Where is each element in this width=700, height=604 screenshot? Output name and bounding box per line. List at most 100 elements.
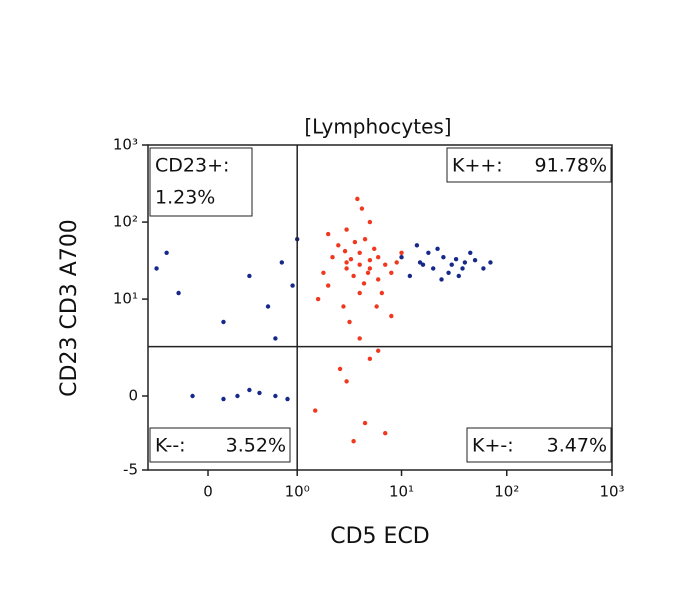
quadrant-value: 91.78% xyxy=(535,155,607,177)
point xyxy=(221,319,226,325)
point xyxy=(407,273,413,279)
y-tick-label: -5 xyxy=(123,461,138,479)
point xyxy=(351,273,356,279)
point xyxy=(357,262,362,267)
point xyxy=(341,304,346,309)
point xyxy=(375,277,381,282)
quadrant-name: K++: xyxy=(452,155,503,177)
point xyxy=(362,420,368,426)
point xyxy=(273,336,278,341)
y-tick-label: 10³ xyxy=(113,136,138,154)
point xyxy=(164,250,169,255)
point xyxy=(348,257,354,262)
plot-frame xyxy=(147,144,613,471)
label-box xyxy=(149,427,291,463)
point xyxy=(344,379,349,384)
point xyxy=(342,248,348,254)
point xyxy=(426,250,431,255)
point xyxy=(439,277,444,282)
gates xyxy=(148,145,612,470)
point xyxy=(472,258,478,263)
y-axis-label: CD23 CD3 A700 xyxy=(57,219,82,397)
point xyxy=(374,304,379,309)
point xyxy=(379,290,385,296)
x-tick-label: 10⁰ xyxy=(285,483,310,501)
quadrant-value: 3.47% xyxy=(547,435,607,457)
quadrant-name: K--: xyxy=(155,435,186,457)
point xyxy=(389,313,394,319)
quadrant-kpm: K+-: 3.47% xyxy=(466,427,612,463)
point xyxy=(357,250,362,255)
point xyxy=(336,243,341,248)
point xyxy=(273,393,278,399)
point xyxy=(417,260,423,265)
point xyxy=(361,281,367,286)
x-axis-label: CD5 ECD xyxy=(330,524,430,549)
point xyxy=(330,255,335,260)
point xyxy=(367,356,373,362)
point xyxy=(372,246,377,252)
point xyxy=(347,319,352,325)
point xyxy=(488,260,493,265)
point xyxy=(321,270,326,275)
point xyxy=(190,393,195,399)
point xyxy=(399,250,404,255)
point xyxy=(367,258,373,263)
point xyxy=(399,255,404,260)
y-tick-label: 0 xyxy=(128,386,138,404)
point xyxy=(468,250,473,255)
point xyxy=(352,239,358,245)
point xyxy=(325,231,331,237)
x-tick-label: 0 xyxy=(203,483,213,501)
point xyxy=(344,227,349,232)
point xyxy=(359,206,365,211)
point xyxy=(355,196,360,202)
label-box xyxy=(446,147,612,183)
point xyxy=(357,290,362,296)
quadrant-kpp: K++: 91.78% xyxy=(446,147,612,183)
x-tick-label: 10² xyxy=(494,483,519,501)
y-tick-label: 10² xyxy=(113,213,138,231)
point xyxy=(176,290,181,296)
point xyxy=(462,260,468,265)
point xyxy=(375,255,381,260)
quadrant-name: K+-: xyxy=(472,435,514,457)
point xyxy=(357,336,362,341)
label-box xyxy=(466,427,612,463)
quadrant-kmm: K--: 3.52% xyxy=(149,427,291,463)
point xyxy=(279,260,285,265)
x-tick-label: 10¹ xyxy=(389,483,414,501)
quadrant-value: 1.23% xyxy=(155,187,215,209)
point xyxy=(265,304,271,309)
point xyxy=(365,270,371,275)
point xyxy=(456,273,461,279)
point xyxy=(414,243,420,248)
label-box xyxy=(149,147,253,217)
quadrant-name: CD23+: xyxy=(155,155,229,177)
point xyxy=(154,266,159,271)
quadrant-value: 3.52% xyxy=(226,435,286,457)
points xyxy=(154,196,493,444)
point xyxy=(481,266,486,271)
point xyxy=(389,270,394,275)
point xyxy=(420,262,426,267)
chart-title: [Lymphocytes] xyxy=(304,115,451,139)
point xyxy=(430,266,436,271)
point xyxy=(446,270,451,275)
point xyxy=(362,236,368,242)
point xyxy=(344,260,349,265)
quadrant-cd23: CD23+: 1.23% xyxy=(149,147,253,217)
point xyxy=(344,266,349,271)
point xyxy=(453,257,459,262)
point xyxy=(257,390,262,396)
point xyxy=(441,255,446,260)
point xyxy=(367,219,373,225)
point xyxy=(247,273,252,279)
point xyxy=(325,283,331,288)
point xyxy=(367,266,373,271)
point xyxy=(337,366,343,372)
point xyxy=(435,246,440,252)
point xyxy=(375,348,381,353)
point xyxy=(221,396,226,402)
